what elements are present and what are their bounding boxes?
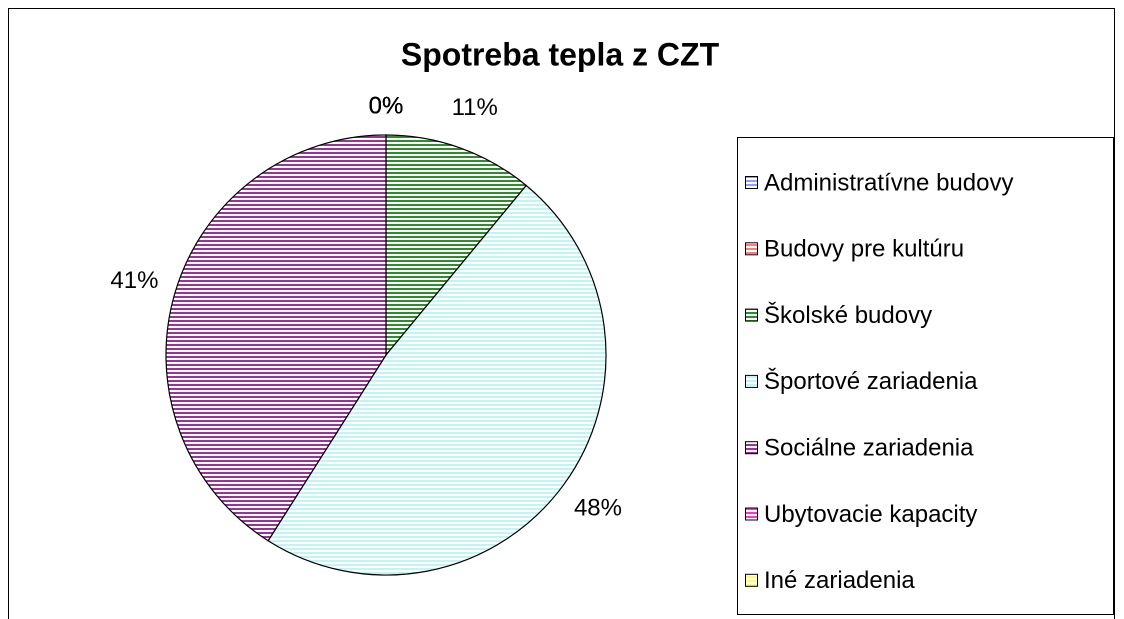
data-label: 41%: [110, 267, 158, 294]
legend-swatch: [745, 242, 758, 256]
legend-label: Iné zariadenia: [764, 567, 915, 594]
legend-box: [737, 137, 1114, 615]
legend-swatch: [745, 176, 758, 189]
pie-slice: [385, 134, 528, 357]
legend-swatch: [745, 308, 758, 322]
pie-slice: [165, 134, 387, 542]
data-label: 0%: [369, 92, 404, 119]
legend-label: Budovy pre kultúru: [764, 236, 964, 263]
pie-slice: [267, 184, 607, 576]
data-label: 48%: [574, 494, 622, 521]
data-label: 11%: [452, 94, 498, 121]
legend-label: Sociálne zariadenia: [764, 435, 974, 462]
legend-swatch: [745, 441, 758, 455]
legend-label: Školské budovy: [764, 301, 932, 329]
legend-swatch: [745, 374, 758, 388]
legend-swatch: [745, 507, 758, 521]
legend-label: Ubytovacie kapacity: [764, 501, 977, 528]
legend-swatch: [745, 573, 758, 587]
chart-title: Spotreba tepla z CZT: [401, 36, 720, 72]
data-label: 0%: [369, 92, 404, 119]
data-label: 0%: [369, 92, 404, 119]
legend-label: Administratívne budovy: [764, 169, 1013, 196]
legend-label: Športové zariadenia: [764, 367, 978, 395]
data-label: 0%: [369, 92, 404, 119]
